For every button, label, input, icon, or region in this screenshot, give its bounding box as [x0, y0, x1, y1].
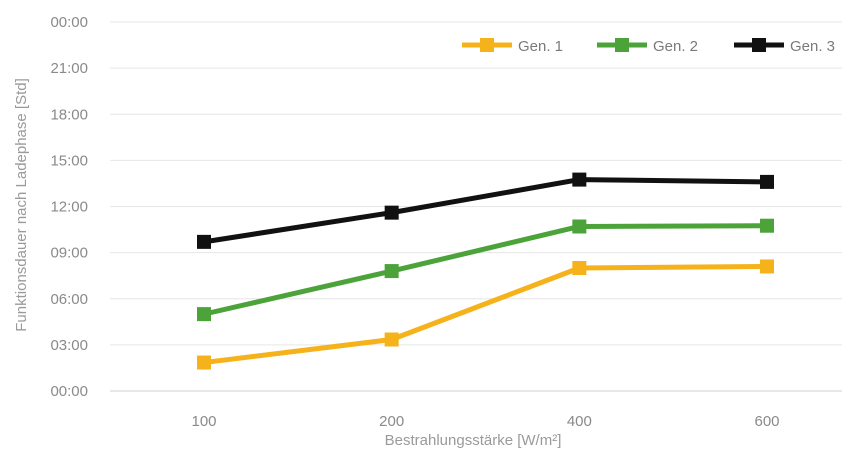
series-line [203, 223, 768, 317]
series-line [203, 177, 768, 245]
legend-label: Gen. 2 [653, 38, 698, 55]
legend-item: Gen. 1 [462, 38, 563, 55]
data-point [384, 205, 399, 220]
y-tick-label: 12:00 [50, 199, 88, 216]
y-axis-ticks: 00:00 03:00 06:00 09:00 12:00 15:00 18:00 21:00… [50, 14, 88, 400]
y-axis-label: Funktionsdauer nach Ladephase [Std] [13, 78, 30, 332]
gridlines [110, 21, 842, 392]
data-point [760, 218, 774, 233]
legend-item: Gen. 2 [597, 38, 698, 55]
series-line [203, 263, 768, 366]
y-tick-label: 15:00 [50, 152, 88, 169]
y-tick-label: 00:00 [50, 14, 88, 31]
x-axis-label: Bestrahlungsstärke [W/m²] [385, 432, 562, 449]
legend-label: Gen. 1 [518, 38, 563, 55]
data-point [197, 355, 211, 370]
legend-label: Gen. 3 [790, 38, 835, 55]
legend-item: Gen. 3 [734, 38, 835, 55]
legend-marker [615, 38, 629, 52]
y-tick-label: 09:00 [50, 245, 88, 262]
data-point [572, 219, 587, 234]
data-point [572, 172, 587, 187]
y-tick-label: 03:00 [50, 337, 88, 354]
series-lines [197, 172, 774, 370]
x-tick-label: 100 [191, 413, 216, 430]
legend: Gen. 1 Gen. 2 Gen. 3 [462, 38, 835, 55]
data-point [384, 264, 399, 279]
y-tick-label: 18:00 [50, 106, 88, 123]
data-point [197, 234, 211, 249]
x-axis-ticks: 100 200 400 600 [191, 413, 779, 430]
x-tick-label: 200 [379, 413, 404, 430]
data-point [384, 332, 399, 347]
series-2 [197, 218, 774, 322]
data-point [760, 259, 774, 274]
data-point [197, 307, 211, 322]
x-tick-label: 600 [754, 413, 779, 430]
y-tick-label: 21:00 [50, 60, 88, 77]
data-point [760, 174, 774, 189]
x-tick-label: 400 [567, 413, 592, 430]
legend-marker [752, 38, 766, 52]
series-1 [197, 259, 774, 370]
data-point [572, 261, 587, 275]
legend-marker [480, 38, 494, 52]
y-tick-label: 06:00 [50, 291, 88, 308]
series-3 [197, 172, 774, 249]
y-tick-label: 00:00 [50, 383, 88, 400]
